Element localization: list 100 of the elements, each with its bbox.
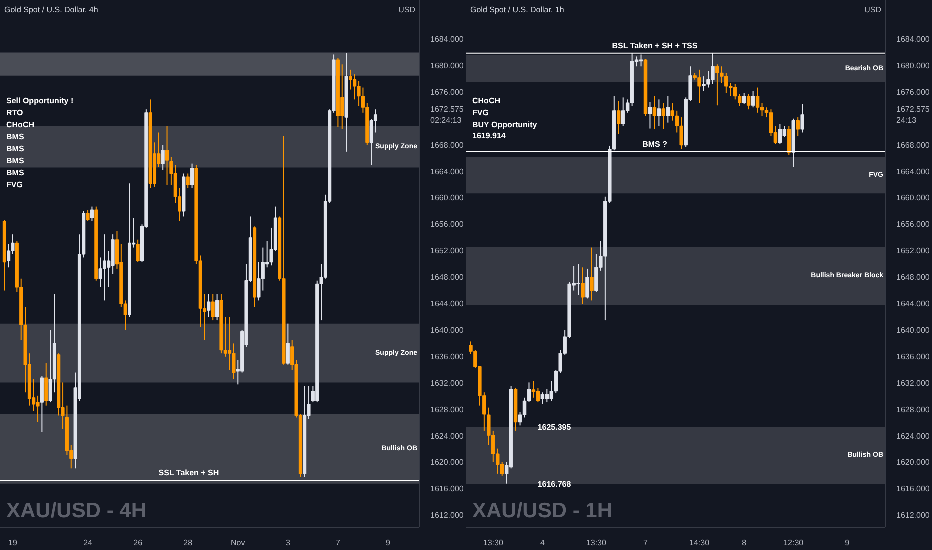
x-tick-label: 7 (644, 538, 649, 548)
candlestick (536, 387, 540, 404)
candlestick (648, 102, 652, 130)
candlestick (161, 144, 165, 171)
annotation: 1625.395 (538, 423, 572, 432)
candlestick (751, 90, 756, 108)
x-tick-label: 4 (540, 538, 546, 548)
candlestick (746, 94, 751, 110)
x-tick-label: 13:30 (483, 538, 504, 548)
candlestick (800, 104, 804, 134)
y-tick-label: 1636.000 (896, 352, 930, 362)
y-tick-label: 1636.000 (430, 352, 464, 362)
y-tick-label: 1668.000 (430, 140, 464, 150)
text: Gold Spot / U.S. Dollar, 1h (470, 6, 564, 14)
y-tick-label: 1648.000 (896, 273, 930, 282)
y-tick-label: 1616.000 (430, 484, 464, 494)
y-tick-label: 1644.000 (896, 300, 930, 309)
y-tick-label: 1620.000 (430, 458, 464, 468)
y-tick-label: 1624.000 (896, 432, 930, 441)
annotation: RTO (6, 108, 24, 118)
candlestick (286, 323, 290, 366)
candlestick (586, 268, 590, 300)
y-tick-label: 1672.575 02:24:13 (430, 105, 464, 125)
annotation: FVG (472, 108, 489, 118)
x-tick-label: 19 (8, 538, 18, 548)
candlestick (787, 126, 792, 156)
annotation: 1616.768 (538, 480, 572, 490)
x-tick-label: 9 (845, 538, 850, 548)
candlestick (540, 392, 545, 406)
candlestick (662, 102, 666, 130)
candlestick (581, 267, 585, 305)
candlestick (666, 96, 670, 124)
y-tick-label: 1660.000 (430, 194, 464, 203)
candlestick (102, 234, 106, 302)
candlestick (353, 74, 357, 100)
candlestick (532, 380, 536, 398)
candlestick (621, 97, 626, 127)
candlestick (652, 96, 657, 130)
annotation: BMS (6, 144, 25, 154)
ref-line-label: SSL Taken + SH (158, 468, 220, 478)
x-tick-label: 28 (184, 538, 194, 548)
candlestick (211, 294, 215, 322)
x-tick-label: 7 (336, 538, 341, 548)
ref-line-label: BMS ? (642, 140, 668, 149)
x-tick-label: 8 (742, 538, 748, 548)
annotation: BUY Opportunity (472, 120, 538, 130)
x-tick-label: 14:30 (690, 538, 710, 548)
candlestick (190, 163, 194, 189)
y-tick-label: 1644.000 (430, 300, 464, 309)
y-tick-label: 1664.000 (430, 167, 464, 176)
y-tick-label: 1660.000 (896, 194, 930, 203)
candlestick (44, 363, 48, 406)
candlestick (228, 316, 232, 371)
x-tick-label: 12:30 (784, 538, 804, 548)
y-tick-label: 1684.000 (430, 35, 464, 44)
annotation: 1619.914 (472, 132, 506, 140)
y-tick-label: 1680.000 (896, 61, 930, 70)
annotation: BMS (6, 168, 25, 178)
annotation: Sell Opportunity ! (6, 96, 74, 106)
candlestick (86, 210, 90, 222)
y-tick-label: 1620.000 (896, 458, 930, 468)
y-tick-label: 1676.000 (430, 88, 464, 97)
x-tick-label: 9 (386, 538, 392, 548)
x-tick-label: 13:30 (586, 538, 608, 548)
x-tick-label: 24 (84, 538, 94, 548)
y-tick-label: 1628.000 (896, 405, 930, 414)
y-tick-label: 1628.000 (430, 405, 464, 414)
annotation: BMS (6, 156, 25, 166)
text: XAU/USD - 1H (472, 500, 613, 522)
y-tick-label: 1616.000 (896, 484, 930, 494)
y-tick-label: 1652.000 (430, 246, 464, 256)
candlestick (545, 388, 550, 404)
candlestick (136, 239, 140, 263)
candlestick (657, 99, 662, 127)
y-tick-label: 1632.000 (430, 378, 464, 388)
annotation: BMS (6, 132, 25, 142)
x-tick-label: Nov (231, 538, 246, 548)
y-tick-label: 1640.000 (430, 326, 464, 335)
candlestick (616, 100, 621, 135)
candlestick (7, 244, 11, 268)
candlestick (756, 87, 760, 114)
y-tick-label: 1672.575 24:13 (896, 105, 930, 125)
y-axis-title: USD (398, 6, 416, 14)
ref-line-label: BSL Taken + SH + TSS (612, 41, 698, 50)
candlestick (742, 92, 746, 105)
y-tick-label: 1612.000 (896, 511, 930, 520)
text: XAU/USD - 4H (6, 500, 147, 522)
y-tick-label: 1664.000 (896, 167, 930, 176)
candlestick (348, 69, 352, 90)
y-tick-label: 1680.000 (430, 61, 464, 70)
y-tick-label: 1656.000 (430, 220, 464, 230)
x-tick-label: 26 (134, 538, 144, 548)
candlestick (166, 126, 170, 186)
text: Gold Spot / U.S. Dollar, 4h (4, 6, 98, 14)
x-tick-label: 3 (286, 538, 291, 548)
y-tick-label: 1648.000 (430, 273, 464, 282)
candlestick (590, 247, 594, 302)
candlestick (207, 294, 211, 318)
y-tick-label: 1652.000 (896, 246, 930, 256)
y-axis-title: USD (864, 6, 882, 14)
